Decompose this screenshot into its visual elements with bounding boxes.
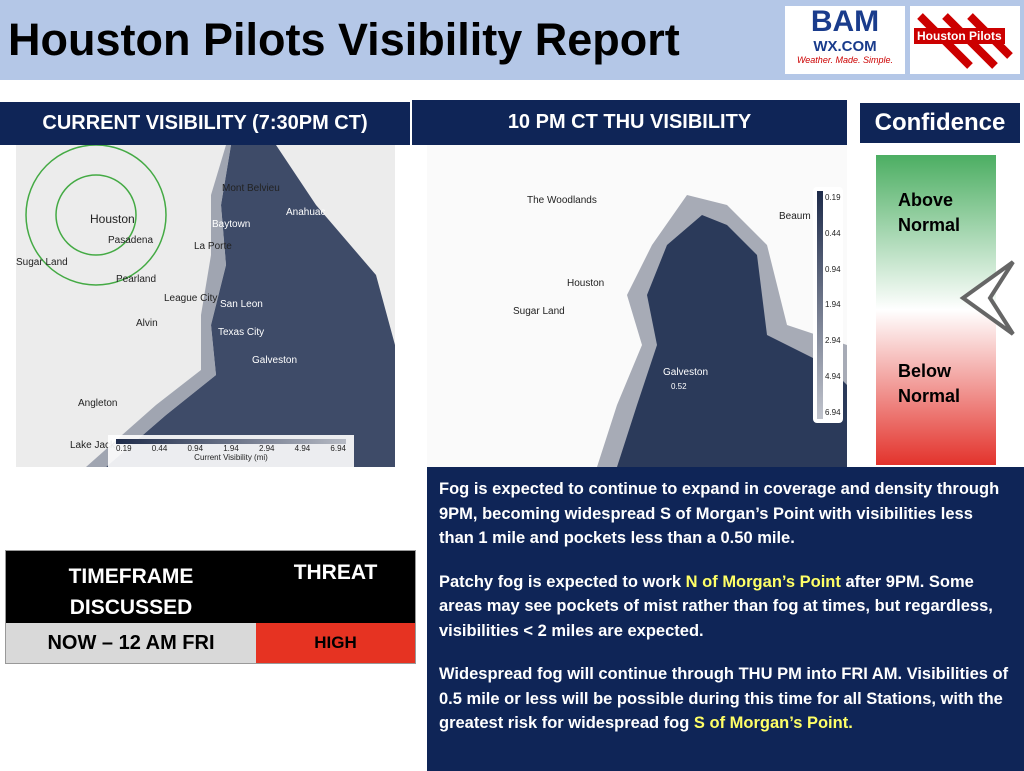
text: after 9PM. Some areas may see pockets of… bbox=[439, 572, 993, 640]
legend-caption: Current Visibility (mi) bbox=[194, 453, 268, 462]
map-legend: 0.19 0.44 0.94 1.94 2.94 4.94 6.94 bbox=[813, 187, 843, 423]
map-label: San Leon bbox=[220, 299, 263, 310]
legend-tick: 4.94 bbox=[825, 372, 841, 382]
map-legend: 0.19 0.44 0.94 1.94 2.94 4.94 6.94 Current Vis… bbox=[108, 435, 354, 467]
paragraph: Patchy fog is expected to work N of Morg… bbox=[439, 570, 1012, 644]
map-label: 0.52 bbox=[671, 382, 687, 391]
legend-tick: 0.94 bbox=[825, 264, 841, 274]
current-map: Mont Belvieu Houston Baytown Anahuac Pas… bbox=[16, 145, 395, 467]
map-label: Lake Jack bbox=[70, 440, 116, 451]
map-label: Baytown bbox=[212, 219, 251, 230]
confidence-below: Below Normal bbox=[898, 361, 961, 406]
logo-tagline: Weather. Made. Simple. bbox=[796, 55, 894, 65]
table-header: THREAT bbox=[256, 551, 415, 623]
paragraph: Fog is expected to continue to expand in… bbox=[439, 477, 1012, 551]
map-label: Houston bbox=[90, 212, 135, 226]
confidence-title: Confidence bbox=[860, 103, 1020, 143]
map-label: Angleton bbox=[78, 398, 118, 409]
highlight-text: N of Morgan’s Point bbox=[685, 572, 841, 591]
confidence-arrow bbox=[959, 260, 1015, 336]
text: Patchy fog is expected to work bbox=[439, 572, 686, 591]
map-label: League City bbox=[164, 293, 218, 304]
legend-bar bbox=[116, 439, 346, 444]
confidence-scale: Above Normal Below Normal bbox=[876, 155, 996, 465]
table-cell: HIGH bbox=[256, 623, 415, 663]
logo-pilots-text: Houston Pilots bbox=[914, 28, 1005, 44]
legend-tick: 0.19 bbox=[116, 444, 132, 453]
text: Fog is expected to continue to expand in… bbox=[439, 480, 1000, 547]
legend-tick: 2.94 bbox=[258, 444, 275, 453]
legend-bar bbox=[817, 191, 823, 419]
header: Houston Pilots Visibility Report BAM WX.… bbox=[0, 0, 1024, 80]
threat-table: TIMEFRAME DISCUSSED THREAT NOW – 12 AM F… bbox=[5, 550, 416, 664]
map-label: Mont Belvieu bbox=[222, 183, 280, 194]
map-art bbox=[597, 195, 847, 467]
logo-bam-text: BAM bbox=[810, 5, 880, 38]
legend-tick: 0.19 bbox=[825, 193, 841, 202]
legend-tick: 1.94 bbox=[223, 444, 239, 453]
map-label: Sugar Land bbox=[513, 306, 565, 317]
legend-tick: 1.94 bbox=[825, 300, 841, 310]
table-cell: NOW – 12 AM FRI bbox=[6, 623, 256, 663]
legend-ticks: 0.19 0.44 0.94 1.94 2.94 4.94 6.94 bbox=[825, 193, 841, 417]
map-label: Pearland bbox=[116, 274, 157, 285]
highlight-text: S of Morgan’s Point. bbox=[693, 714, 853, 732]
legend-tick: 6.94 bbox=[330, 444, 346, 453]
map-label: Anahuac bbox=[286, 207, 326, 218]
current-map-title: CURRENT VISIBILITY (7:30PM CT) bbox=[0, 102, 410, 145]
map-label: Galveston bbox=[252, 355, 298, 366]
map-label: La Porte bbox=[194, 241, 232, 252]
map-art bbox=[25, 145, 395, 467]
logo-wx: WX.COM bbox=[813, 38, 877, 55]
table-header: TIMEFRAME DISCUSSED bbox=[6, 551, 256, 623]
text: Widespread fog will continue through THU… bbox=[439, 665, 1009, 732]
legend-tick: 0.44 bbox=[151, 444, 168, 453]
logo-pilots: Houston Pilots bbox=[910, 6, 1020, 74]
title: Houston Pilots Visibility Report bbox=[8, 14, 680, 65]
forecast-map: The Woodlands Beaum Houston Sugar Land G… bbox=[427, 145, 847, 467]
confidence-above: Above Normal bbox=[898, 190, 961, 235]
legend-tick: 2.94 bbox=[825, 336, 841, 346]
legend-tick: 0.44 bbox=[825, 228, 841, 238]
map-label: Alvin bbox=[136, 318, 158, 329]
map-label: Houston bbox=[567, 278, 605, 289]
map-label: Galveston bbox=[663, 367, 709, 378]
map-label: Beaum bbox=[779, 211, 811, 222]
map-label: Sugar Land bbox=[16, 257, 68, 268]
logo-bam: BAM WX.COM Weather. Made. Simple. bbox=[785, 6, 905, 74]
legend-ticks: 0.19 0.44 0.94 1.94 2.94 4.94 6.94 bbox=[116, 444, 346, 453]
paragraph: Widespread fog will continue through THU… bbox=[439, 662, 1012, 736]
legend-tick: 6.94 bbox=[825, 407, 841, 417]
map-label: Pasadena bbox=[108, 235, 154, 246]
legend-tick: 4.94 bbox=[294, 444, 311, 453]
map-label: The Woodlands bbox=[527, 195, 597, 206]
forecast-map-title: 10 PM CT THU VISIBILITY bbox=[412, 100, 847, 145]
legend-tick: 0.94 bbox=[187, 444, 204, 453]
discussion: Fog is expected to continue to expand in… bbox=[427, 467, 1024, 771]
map-label: Texas City bbox=[218, 327, 265, 338]
